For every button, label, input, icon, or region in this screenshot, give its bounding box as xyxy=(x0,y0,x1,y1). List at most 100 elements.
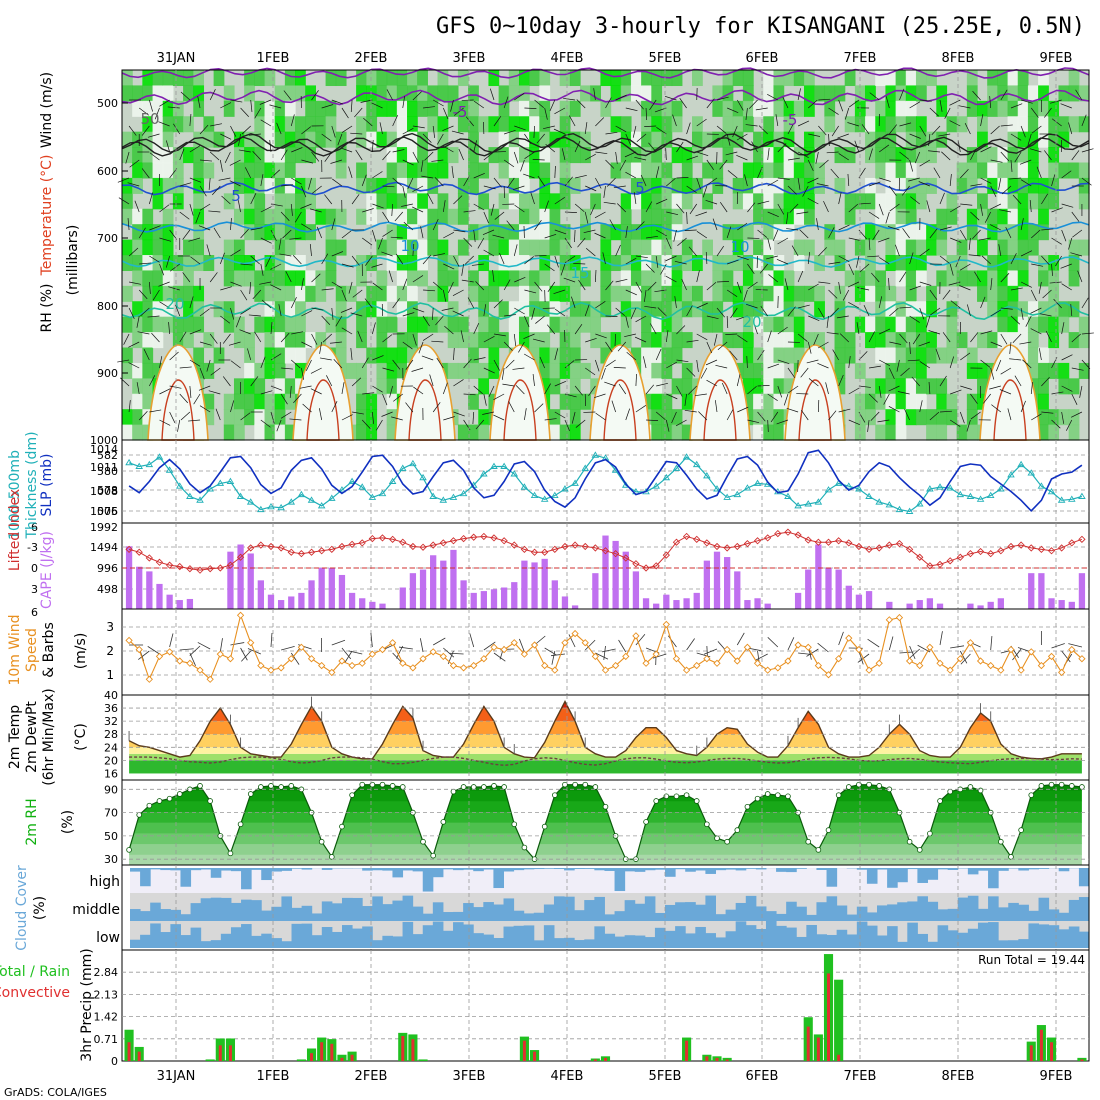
wind-barb xyxy=(706,159,715,171)
rh-cell xyxy=(254,131,266,148)
rh-cell xyxy=(783,224,795,241)
cloud-mid-cell xyxy=(241,899,252,921)
rh-cell xyxy=(1038,378,1049,395)
wind-barb xyxy=(141,168,150,179)
cape-bar xyxy=(612,540,619,609)
rh-cell xyxy=(905,301,917,318)
rh-cell xyxy=(997,177,1009,194)
rh-cell xyxy=(468,362,479,379)
wind-barb xyxy=(998,177,1002,190)
rh-cell xyxy=(264,424,276,441)
rh-cell xyxy=(254,208,266,225)
wind-barb-10m xyxy=(696,652,711,658)
cloud-low-cell xyxy=(604,933,616,948)
thickness-point xyxy=(267,502,275,510)
wind-speed-point xyxy=(956,655,964,663)
rh-cell xyxy=(468,424,479,441)
wind-barb xyxy=(919,248,930,257)
rh-cell xyxy=(203,409,215,426)
rh-cell xyxy=(763,424,775,441)
wind-barb xyxy=(798,304,810,309)
rh-cell xyxy=(1048,147,1060,164)
rh-cell xyxy=(702,239,713,256)
rh-cell xyxy=(386,378,398,395)
rh-cell xyxy=(1078,332,1090,349)
thickness-tick-label: 580 xyxy=(97,465,118,478)
rh-cell xyxy=(854,193,866,210)
wind-barb xyxy=(159,237,172,242)
wind-barb xyxy=(402,341,413,350)
cloud-mid-cell xyxy=(130,909,141,921)
wind-barb xyxy=(1051,391,1064,395)
rh-cell xyxy=(763,162,775,179)
wind-barb xyxy=(736,281,742,294)
rh-cell xyxy=(1038,100,1049,117)
wind-barb xyxy=(270,411,275,424)
rh-cell xyxy=(936,378,948,395)
cape-bar xyxy=(764,603,771,609)
wind-barb xyxy=(136,382,140,395)
lifted-index-point xyxy=(581,542,589,551)
cloud-high-cell xyxy=(301,868,313,870)
rh-cell xyxy=(844,208,856,225)
wind-speed-point xyxy=(936,659,944,667)
cloud-high-cell xyxy=(220,868,232,871)
wind-barb xyxy=(210,123,223,127)
wind-speed-point xyxy=(155,652,164,661)
rh-cell xyxy=(142,285,154,302)
cloud-row-bg xyxy=(130,868,1089,893)
rh-cell xyxy=(386,208,398,225)
precip-convective-bar xyxy=(593,1059,597,1061)
wind-barb xyxy=(554,255,559,268)
cloud-high-cell xyxy=(776,868,787,872)
rh-cell xyxy=(1007,177,1019,194)
wind-barb xyxy=(968,237,971,250)
cloud-mid-cell xyxy=(352,897,363,921)
wind-barb xyxy=(175,304,181,317)
wind-barb xyxy=(634,336,647,343)
wind-barb xyxy=(198,385,211,391)
pressure-tick-label: 800 xyxy=(97,300,118,313)
rh-cell xyxy=(651,162,663,179)
rh-cell xyxy=(223,270,235,287)
rh2m-point xyxy=(845,784,852,790)
wind-barb xyxy=(563,277,576,283)
rh-cell xyxy=(875,100,887,117)
wind-barb xyxy=(767,211,779,218)
rh-cell xyxy=(844,270,856,287)
rh-cell xyxy=(284,193,296,210)
wind-speed-point xyxy=(845,634,853,642)
precip-convective-bar xyxy=(604,1057,607,1061)
wind-barb xyxy=(681,278,687,291)
rh-cell xyxy=(773,409,785,426)
wind-barb xyxy=(378,237,383,250)
rh-cell xyxy=(987,285,998,302)
wind-speed-point xyxy=(774,664,782,672)
wind-barb xyxy=(938,133,951,137)
thickness-point xyxy=(439,496,448,503)
wind-barb xyxy=(1000,151,1010,162)
rh2m-point xyxy=(704,821,710,828)
date-label-top: 9FEB xyxy=(1040,51,1073,66)
thickness-point xyxy=(186,492,194,499)
rh-cell xyxy=(712,316,724,333)
wind-barb xyxy=(228,341,241,346)
rh-cell xyxy=(152,147,164,164)
thickness-point xyxy=(287,498,296,505)
lifted-index-point xyxy=(693,535,701,543)
wind-barb-10m xyxy=(396,645,404,659)
wind-barb xyxy=(706,379,718,387)
rh-cell xyxy=(580,362,591,379)
rh-cell xyxy=(681,285,693,302)
rh-cell xyxy=(692,131,703,148)
wind-barb-10m xyxy=(806,648,819,657)
rh-cell xyxy=(569,362,581,379)
lifted-index-point xyxy=(196,566,204,574)
rh-cell xyxy=(875,162,887,179)
wind-barb xyxy=(819,159,829,169)
rh-cell xyxy=(854,362,866,379)
rh2m-point xyxy=(906,838,913,845)
wind-barb xyxy=(813,333,819,346)
rh-cell xyxy=(742,332,754,349)
wind-barb xyxy=(362,208,374,213)
